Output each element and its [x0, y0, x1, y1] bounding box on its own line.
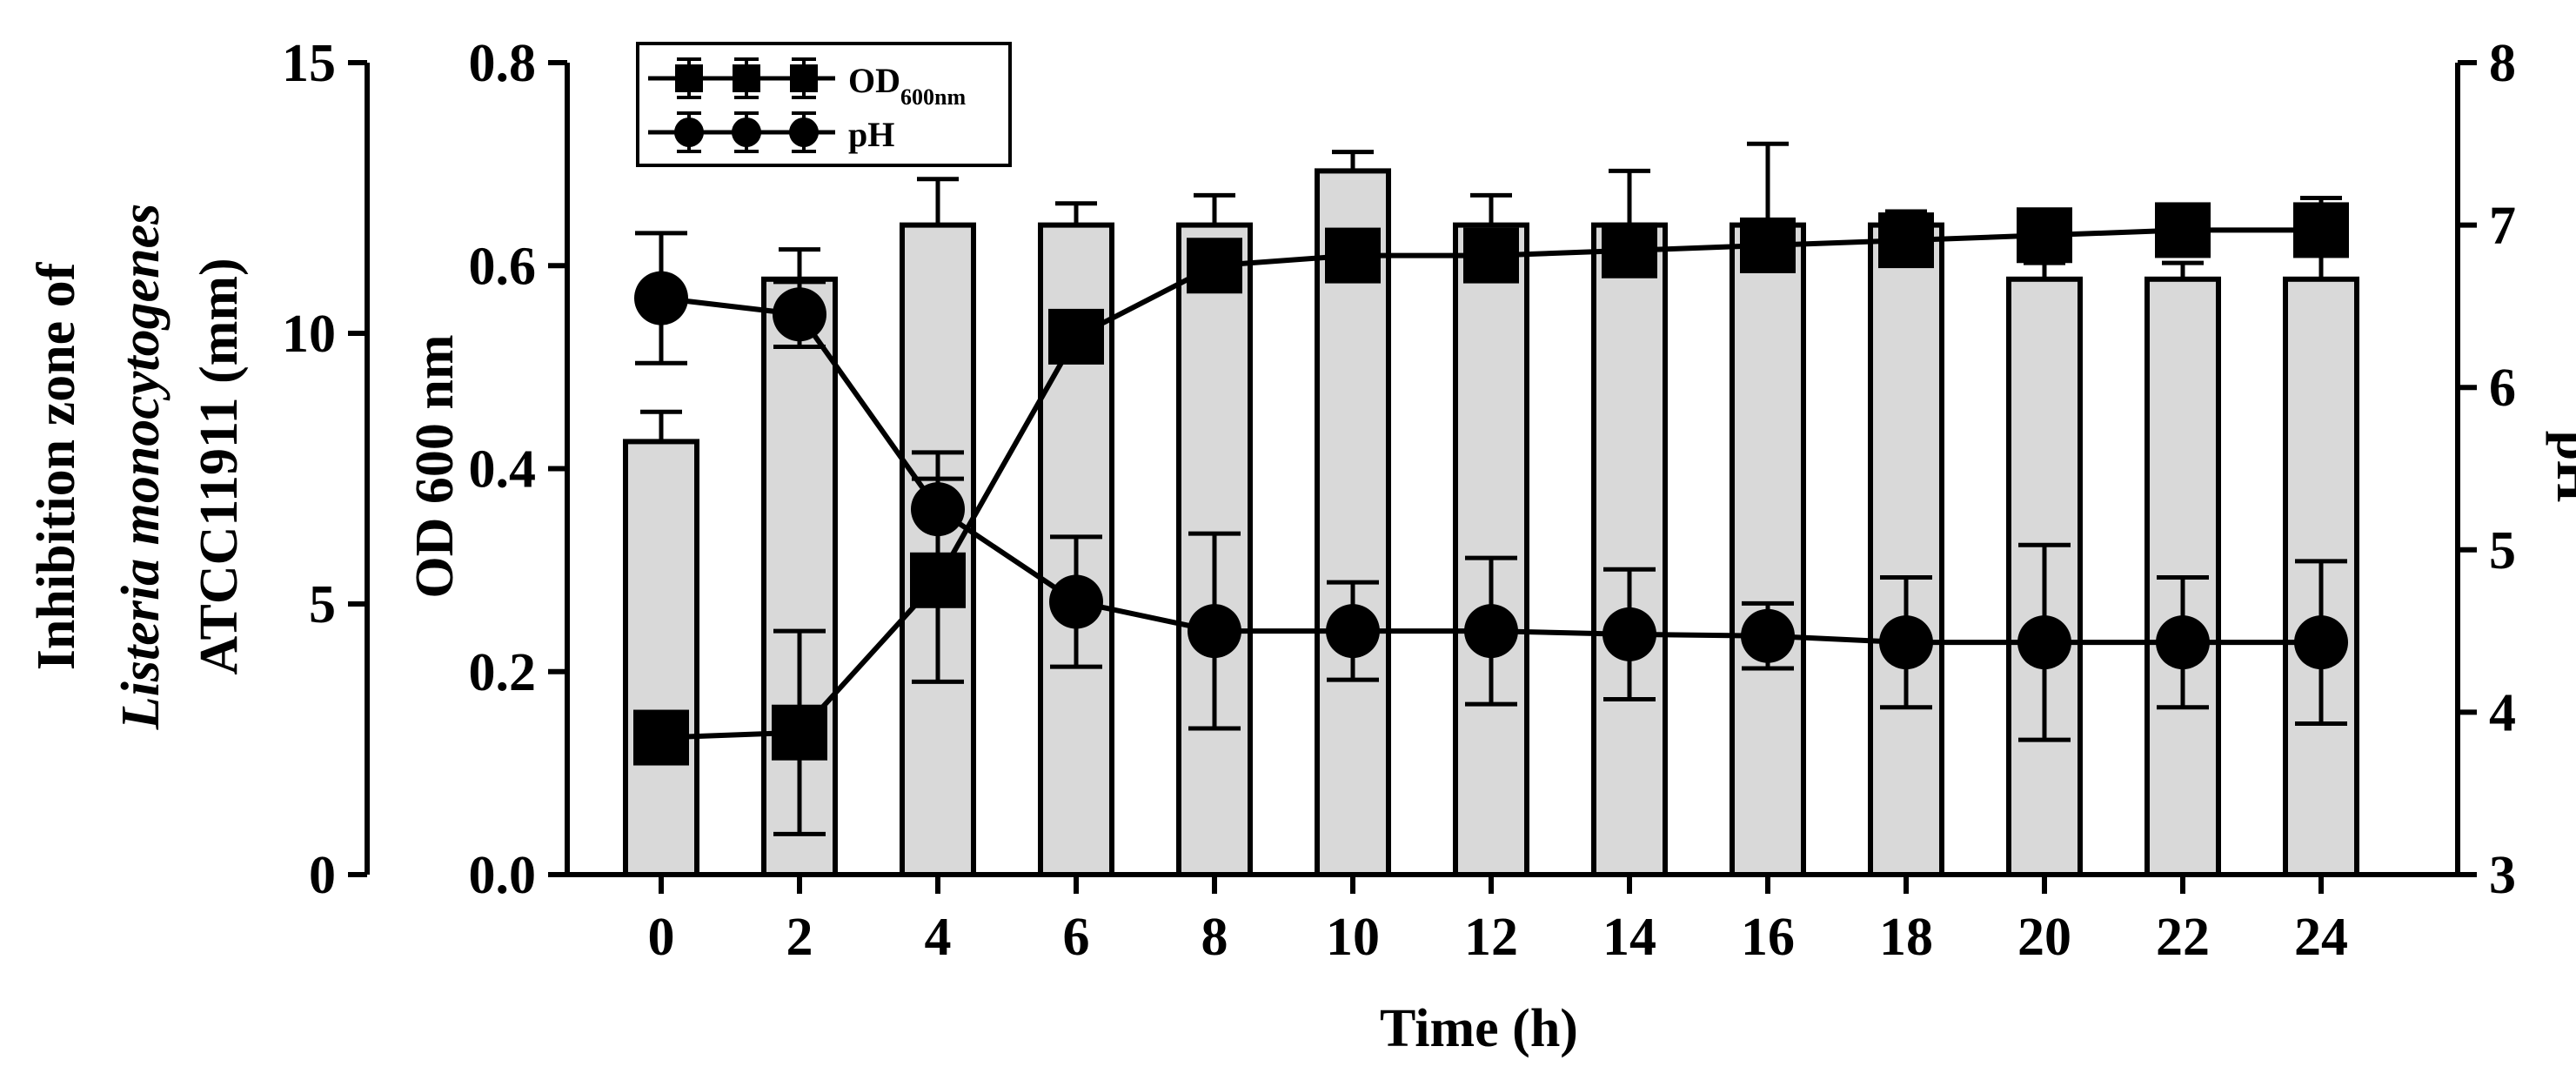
od-point-0 — [633, 709, 689, 766]
legend-label-od-subscript: 600nm — [900, 84, 966, 110]
od-point-18 — [1878, 212, 1934, 269]
ph-tick-label-8: 8 — [2489, 34, 2516, 93]
x-axis-title: Time (h) — [1380, 999, 1578, 1058]
x-tick-label-14: 14 — [1602, 908, 1656, 967]
x-tick-label-12: 12 — [1464, 908, 1518, 967]
ph-point-0 — [634, 271, 688, 325]
lines-layer — [633, 202, 2349, 836]
x-tick-label-8: 8 — [1201, 908, 1228, 967]
od-axis-title: OD 600 nm — [405, 334, 465, 598]
bar-inhibition-14 — [1591, 222, 1668, 878]
od-point-16 — [1740, 217, 1796, 273]
ph-tick-label-3: 3 — [2489, 846, 2516, 905]
ph-point-8 — [1188, 604, 1241, 659]
x-tick-label-0: 0 — [648, 908, 675, 967]
bar-inhibition-12 — [1453, 222, 1529, 878]
legend-ph-marker-2 — [789, 117, 819, 147]
ph-point-24 — [2294, 615, 2348, 670]
legend-label-ph: pH — [848, 115, 894, 154]
od-tick-label-0.2: 0.2 — [469, 643, 537, 702]
inhibition-tick-label-15: 15 — [282, 34, 336, 93]
inhibition-tick-label-0: 0 — [309, 846, 336, 905]
od-point-12 — [1463, 227, 1519, 284]
ph-tick-label-7: 7 — [2489, 197, 2516, 256]
od-point-20 — [2017, 207, 2072, 264]
x-tick-label-24: 24 — [2294, 908, 2348, 967]
ph-point-20 — [2017, 615, 2071, 670]
legend: OD600nm pH — [636, 42, 1012, 167]
od-point-24 — [2293, 202, 2349, 258]
ph-tick-label-6: 6 — [2489, 359, 2516, 418]
ph-point-14 — [1602, 607, 1656, 661]
inhibition-axis-title-line2: Listeria monocytogenes — [111, 204, 171, 730]
inhibition-axis-title-line1: Inhibition zone of — [27, 261, 86, 670]
legend-label-od-main: OD — [848, 61, 900, 100]
od-tick-label-0.6: 0.6 — [469, 237, 537, 296]
x-tick-label-16: 16 — [1741, 908, 1795, 967]
inhibition-axis-title-line3: ATCC11911 (mm) — [190, 258, 249, 674]
legend-box — [636, 42, 1012, 167]
ph-point-12 — [1464, 604, 1518, 659]
bar-inhibition-16 — [1730, 222, 1806, 878]
ph-point-16 — [1741, 608, 1795, 663]
x-tick-label-18: 18 — [1879, 908, 1933, 967]
bar-inhibition-0 — [623, 439, 699, 877]
od-point-6 — [1048, 308, 1104, 365]
ph-point-22 — [2156, 615, 2210, 670]
legend-od-marker-0 — [675, 64, 703, 92]
ph-axis-title: pH — [2546, 431, 2576, 503]
ph-point-6 — [1049, 574, 1103, 629]
legend-od-marker-1 — [733, 64, 760, 92]
inhibition-tick-label-5: 5 — [309, 575, 336, 634]
ph-tick-label-4: 4 — [2489, 683, 2516, 742]
x-tick-label-4: 4 — [925, 908, 952, 967]
od-point-4 — [910, 552, 966, 608]
legend-label-od: OD600nm — [848, 61, 966, 110]
x-tick-label-20: 20 — [2017, 908, 2071, 967]
od-tick-label-0.4: 0.4 — [469, 440, 537, 500]
legend-ph-marker-1 — [732, 117, 761, 147]
ph-point-2 — [773, 287, 826, 342]
legend-item-od — [648, 57, 835, 99]
ph-point-18 — [1879, 615, 1933, 670]
legend-od-marker-2 — [790, 64, 818, 92]
od-point-10 — [1325, 227, 1381, 284]
od-point-22 — [2155, 202, 2211, 258]
od-tick-label-0.8: 0.8 — [469, 34, 537, 93]
inhibition-tick-label-10: 10 — [282, 305, 336, 364]
x-tick-label-22: 22 — [2156, 908, 2210, 967]
x-tick-label-10: 10 — [1326, 908, 1380, 967]
od-point-8 — [1187, 238, 1242, 294]
bar-inhibition-18 — [1868, 222, 1944, 878]
od-tick-label-0.0: 0.0 — [469, 846, 537, 905]
legend-ph-marker-0 — [674, 117, 704, 147]
legend-item-ph — [648, 111, 835, 153]
ph-point-10 — [1326, 604, 1380, 659]
ph-tick-label-5: 5 — [2489, 521, 2516, 580]
od-point-14 — [1602, 222, 1657, 278]
x-tick-label-6: 6 — [1063, 908, 1090, 967]
od-point-2 — [772, 704, 827, 761]
x-tick-label-2: 2 — [786, 908, 813, 967]
